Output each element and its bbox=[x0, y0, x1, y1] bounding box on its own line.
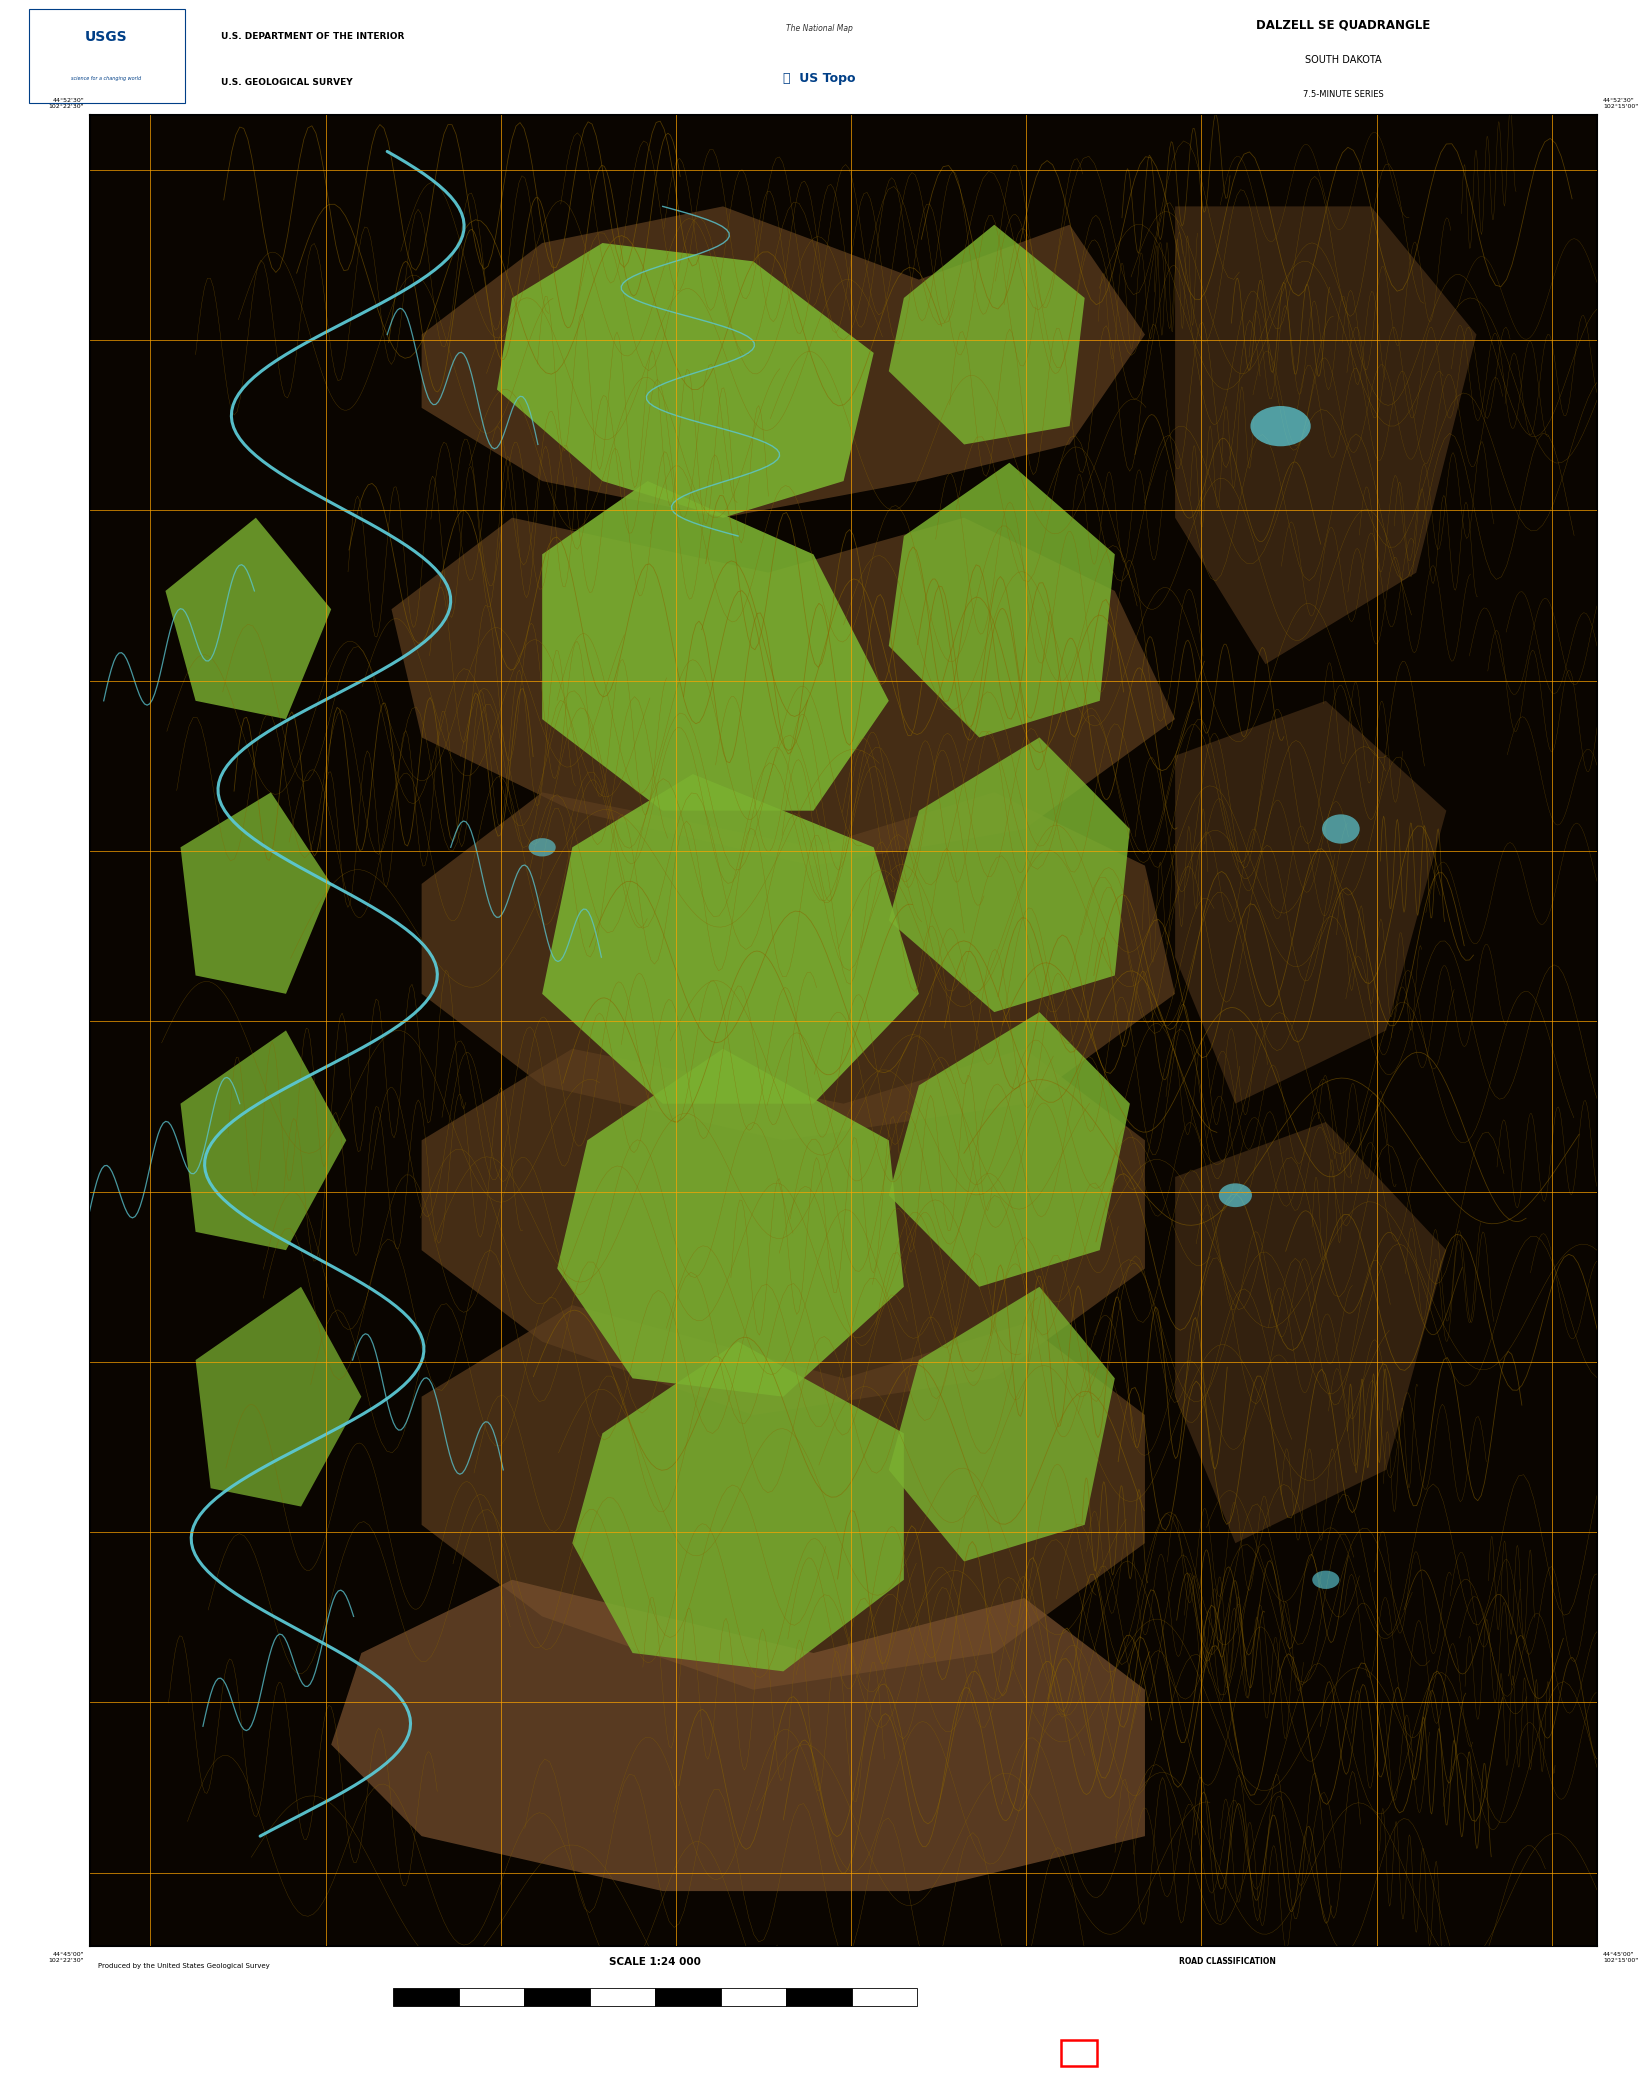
Polygon shape bbox=[889, 226, 1084, 445]
Text: U.S. GEOLOGICAL SURVEY: U.S. GEOLOGICAL SURVEY bbox=[221, 77, 352, 88]
Text: 44°45'00"
102°15'00": 44°45'00" 102°15'00" bbox=[1604, 1952, 1638, 1963]
Text: Produced by the United States Geological Survey: Produced by the United States Geological… bbox=[98, 1963, 270, 1969]
Polygon shape bbox=[421, 1305, 1145, 1689]
Bar bbox=[655, 1988, 721, 2004]
Ellipse shape bbox=[1322, 814, 1360, 844]
Polygon shape bbox=[889, 1013, 1130, 1286]
Bar bbox=[590, 1988, 655, 2004]
Bar bbox=[786, 1988, 852, 2004]
Text: SCALE 1:24 000: SCALE 1:24 000 bbox=[609, 1956, 701, 1967]
Ellipse shape bbox=[1250, 405, 1310, 447]
Polygon shape bbox=[1174, 702, 1446, 1105]
Bar bbox=[524, 1988, 590, 2004]
Ellipse shape bbox=[529, 837, 555, 856]
Polygon shape bbox=[889, 464, 1115, 737]
Ellipse shape bbox=[1219, 1184, 1251, 1207]
Polygon shape bbox=[421, 1048, 1145, 1416]
Ellipse shape bbox=[1312, 1570, 1340, 1589]
Polygon shape bbox=[496, 242, 873, 518]
Text: 44°52'30"
102°22'30": 44°52'30" 102°22'30" bbox=[49, 98, 84, 109]
Polygon shape bbox=[195, 1286, 362, 1508]
Polygon shape bbox=[165, 518, 331, 718]
Text: 44°45'00"
102°22'30": 44°45'00" 102°22'30" bbox=[49, 1952, 84, 1963]
Polygon shape bbox=[331, 1581, 1145, 1892]
Polygon shape bbox=[572, 1343, 904, 1670]
Polygon shape bbox=[180, 791, 331, 994]
Bar bbox=[852, 1988, 917, 2004]
Polygon shape bbox=[542, 775, 919, 1105]
Text: 44°52'30"
102°15'00": 44°52'30" 102°15'00" bbox=[1604, 98, 1638, 109]
Bar bbox=[721, 1988, 786, 2004]
Polygon shape bbox=[180, 1029, 346, 1251]
Text: USGS: USGS bbox=[85, 29, 128, 44]
Bar bbox=[1061, 2040, 1097, 2067]
Text: U.S. DEPARTMENT OF THE INTERIOR: U.S. DEPARTMENT OF THE INTERIOR bbox=[221, 31, 405, 42]
Polygon shape bbox=[1174, 1121, 1446, 1543]
Polygon shape bbox=[889, 1286, 1115, 1562]
Bar bbox=[393, 1988, 459, 2004]
Polygon shape bbox=[421, 207, 1145, 518]
Polygon shape bbox=[1174, 207, 1476, 664]
Bar bbox=[29, 8, 185, 104]
Polygon shape bbox=[557, 1048, 904, 1397]
Text: The National Map: The National Map bbox=[786, 25, 852, 33]
Polygon shape bbox=[889, 737, 1130, 1013]
Text: 7.5-MINUTE SERIES: 7.5-MINUTE SERIES bbox=[1302, 90, 1384, 98]
Text: 🗺  US Topo: 🗺 US Topo bbox=[783, 71, 855, 86]
Polygon shape bbox=[421, 791, 1174, 1140]
Text: SOUTH DAKOTA: SOUTH DAKOTA bbox=[1305, 54, 1381, 65]
Polygon shape bbox=[391, 518, 1174, 867]
Text: science for a changing world: science for a changing world bbox=[72, 75, 141, 81]
Text: ROAD CLASSIFICATION: ROAD CLASSIFICATION bbox=[1179, 1956, 1276, 1967]
Bar bbox=[459, 1988, 524, 2004]
Polygon shape bbox=[542, 480, 889, 810]
Text: DALZELL SE QUADRANGLE: DALZELL SE QUADRANGLE bbox=[1256, 19, 1430, 31]
